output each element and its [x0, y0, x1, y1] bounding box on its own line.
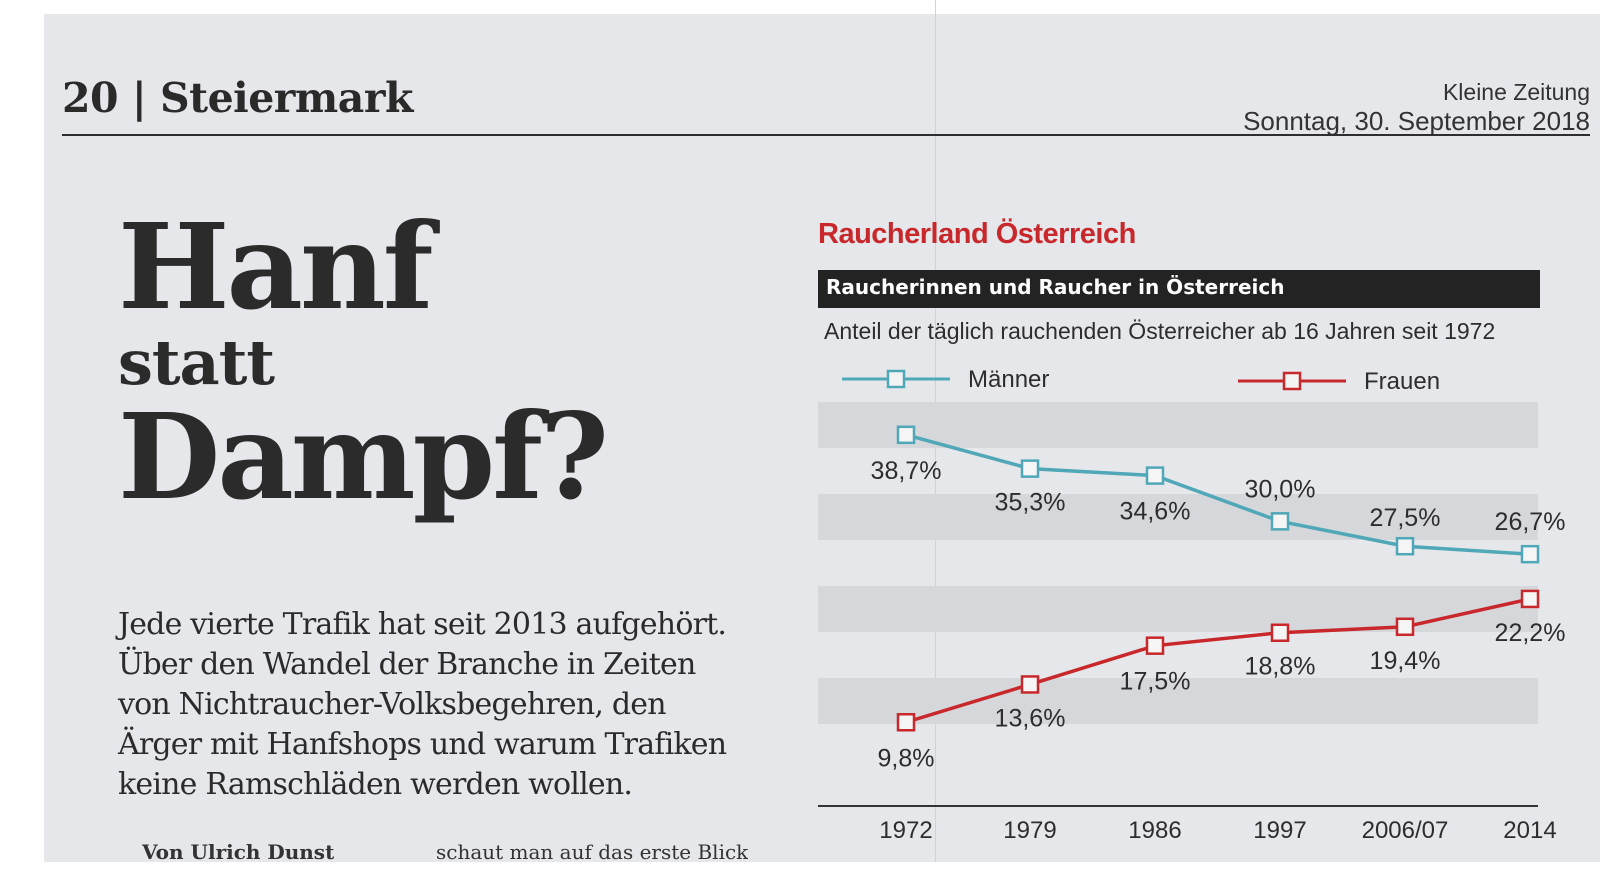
x-tick-label: 2014: [1503, 817, 1556, 844]
data-point: [1520, 544, 1540, 564]
headline-line-2: statt: [118, 326, 275, 399]
data-point: [1020, 459, 1040, 478]
body-text-cut: schaut man auf das erste Blick: [436, 840, 749, 864]
data-label: 17,5%: [1120, 668, 1191, 696]
data-label: 35,3%: [995, 489, 1066, 517]
data-label: 26,7%: [1495, 508, 1566, 536]
x-tick-label: 1997: [1253, 817, 1306, 844]
data-point: [1270, 512, 1290, 531]
data-label: 34,6%: [1120, 498, 1191, 526]
headline-line-1: Hanf: [118, 197, 434, 336]
legend-label: Männer: [968, 366, 1049, 393]
data-label: 38,7%: [871, 457, 942, 485]
issue-date: Sonntag, 30. September 2018: [1243, 106, 1590, 136]
lead-line: Jede vierte Trafik hat seit 2013 aufgehö…: [118, 607, 727, 642]
chart-description: Anteil der täglich rauchenden Österreich…: [824, 318, 1496, 344]
chart-title: Raucherland Österreich: [818, 218, 1136, 250]
grid-band: [818, 494, 1538, 540]
data-point: [1145, 466, 1165, 485]
data-point: [1520, 589, 1540, 609]
x-tick-label: 1972: [879, 817, 932, 844]
data-point: [1395, 536, 1415, 556]
legend-label: Frauen: [1364, 368, 1440, 395]
lead-line: von Nichtraucher-Volksbegehren, den: [118, 687, 667, 722]
grid-band: [818, 402, 1538, 448]
legend-marker: [886, 369, 906, 389]
data-point: [896, 713, 916, 732]
data-point: [896, 425, 916, 445]
grid-band: [818, 586, 1538, 632]
data-label: 27,5%: [1370, 504, 1441, 532]
chart-subtitle: Raucherinnen und Raucher in Österreich: [826, 275, 1285, 299]
data-point: [1270, 623, 1290, 642]
byline-cut: Von Ulrich Dunst: [142, 840, 335, 864]
data-label: 19,4%: [1370, 647, 1441, 675]
data-label: 30,0%: [1245, 475, 1316, 503]
legend-marker: [1282, 371, 1302, 391]
headline-line-3: Dampf?: [118, 387, 609, 526]
grid-band: [818, 678, 1538, 724]
lead-line: Über den Wandel der Branche in Zeiten: [118, 647, 696, 682]
x-tick-label: 2006/07: [1362, 817, 1449, 844]
lead-line: Ärger mit Hanfshops und warum Trafiken: [118, 727, 727, 762]
lead-line: keine Ramschläden werden wollen.: [118, 767, 633, 802]
series-line-0: [905, 433, 1531, 556]
data-point: [1020, 675, 1040, 694]
article-lead: Jede vierte Trafik hat seit 2013 aufgehö…: [118, 605, 818, 805]
data-label: 13,6%: [995, 704, 1066, 732]
chart-subtitle-bar: Raucherinnen und Raucher in Österreich: [818, 270, 1540, 308]
x-tick-label: 1979: [1003, 817, 1056, 844]
data-label: 18,8%: [1245, 653, 1316, 681]
article-headline: Hanf statt Dampf?: [118, 197, 609, 526]
data-point: [1395, 617, 1415, 637]
data-point: [1145, 636, 1165, 655]
series-line-1: [905, 597, 1531, 724]
masthead: Kleine Zeitung Sonntag, 30. September 20…: [1243, 78, 1590, 136]
data-label: 22,2%: [1495, 619, 1566, 647]
paper-name: Kleine Zeitung: [1442, 79, 1590, 105]
header-rule: [62, 134, 1590, 136]
section-header: 20 | Steiermark: [62, 74, 413, 122]
x-tick-label: 1986: [1128, 817, 1181, 844]
data-label: 9,8%: [878, 744, 935, 772]
